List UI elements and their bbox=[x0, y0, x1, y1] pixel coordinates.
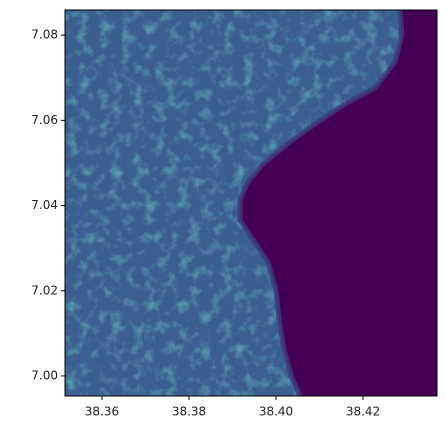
y-tick-label: 7.08 bbox=[31, 28, 58, 42]
x-tick-label: 38.38 bbox=[172, 405, 206, 419]
y-tick-label: 7.04 bbox=[31, 198, 58, 212]
y-tick-label: 7.06 bbox=[31, 113, 58, 127]
plot-frame bbox=[64, 9, 438, 397]
x-tick-label: 38.42 bbox=[346, 405, 380, 419]
x-tick-label: 38.40 bbox=[259, 405, 293, 419]
raster-image bbox=[65, 10, 437, 396]
y-tick-label: 7.02 bbox=[31, 283, 58, 297]
x-tick-label: 38.36 bbox=[85, 405, 119, 419]
y-tick-label: 7.00 bbox=[31, 368, 58, 382]
